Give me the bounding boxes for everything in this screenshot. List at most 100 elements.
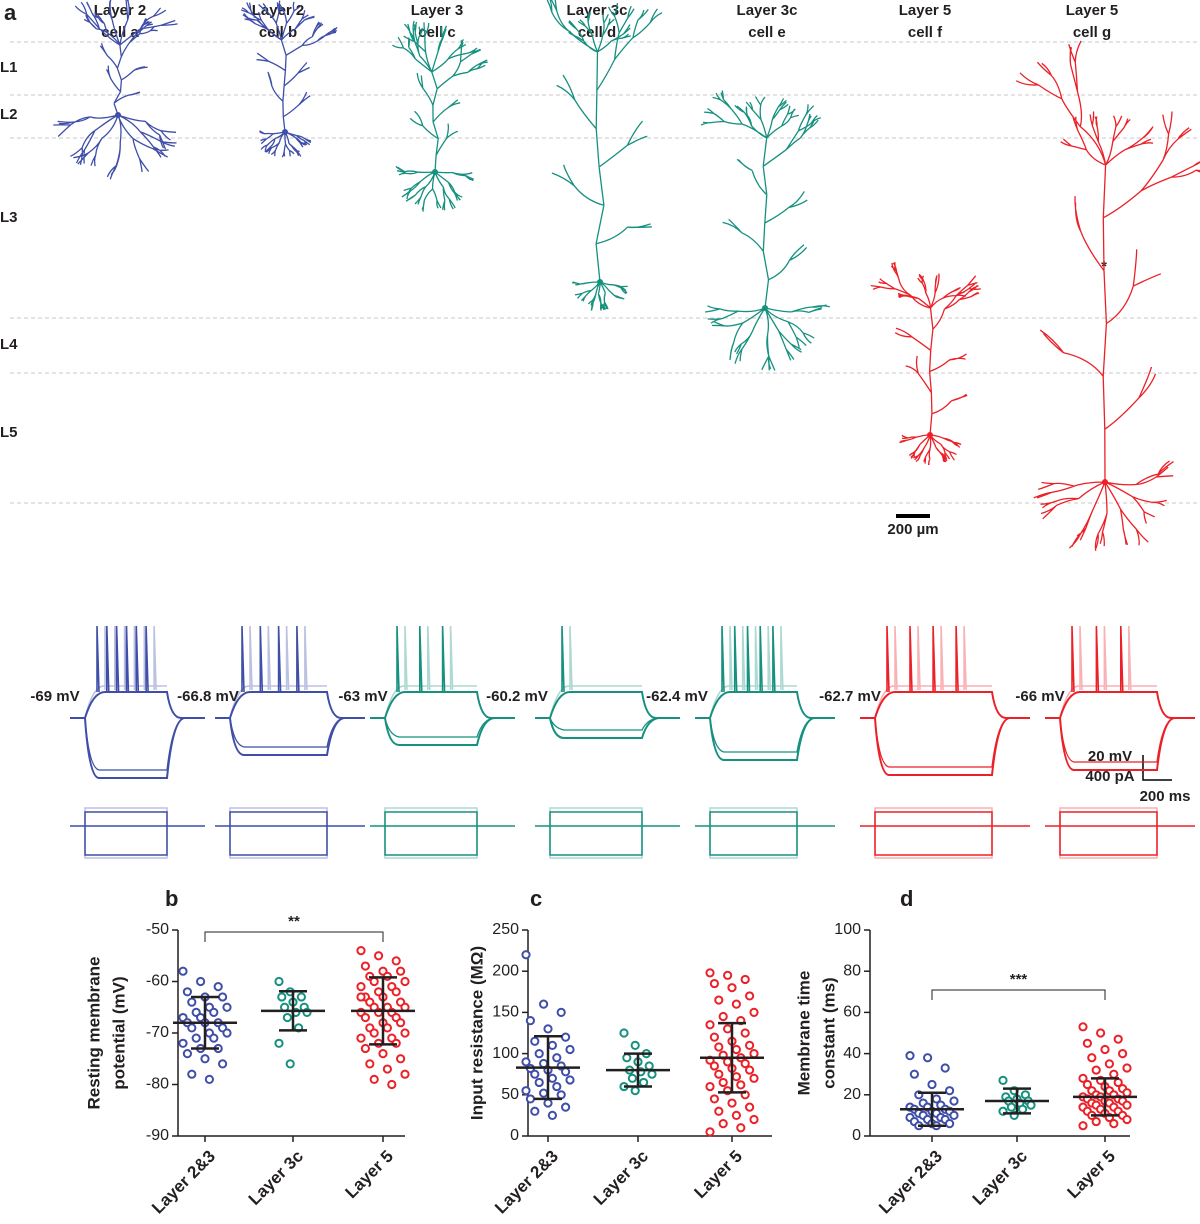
data-dot <box>209 1033 219 1043</box>
data-dot <box>945 1119 955 1129</box>
data-dot <box>745 1065 755 1075</box>
data-dot <box>282 1012 292 1023</box>
significance-label: *** <box>1010 971 1028 988</box>
data-dot <box>360 1012 370 1023</box>
data-dot <box>749 1114 759 1125</box>
data-dot <box>1104 1059 1115 1069</box>
soma <box>762 305 768 311</box>
data-dot <box>923 1053 933 1063</box>
data-dot <box>547 1110 558 1121</box>
data-dot <box>400 1069 410 1079</box>
data-dot <box>204 1074 214 1084</box>
data-dot <box>525 1016 536 1026</box>
neuron-morphology <box>241 0 338 158</box>
data-dot <box>745 991 755 1001</box>
data-dot <box>647 1069 657 1079</box>
data-dot <box>745 1102 755 1112</box>
current-step <box>874 811 993 856</box>
current-step <box>229 811 328 856</box>
data-dot <box>274 976 284 987</box>
trace-hyperpolarized <box>695 717 835 761</box>
data-dot <box>360 961 370 971</box>
data-dot <box>940 1063 950 1073</box>
current-step-light <box>549 807 643 859</box>
data-dot <box>400 1028 410 1038</box>
panel-letter: a <box>4 0 17 25</box>
current-step-light <box>229 807 328 859</box>
column-header: cell f <box>908 24 943 41</box>
x-tick-label: Layer 2&3 <box>875 1147 946 1218</box>
data-dot <box>630 1040 640 1050</box>
current-step <box>709 811 798 856</box>
data-dot <box>718 1077 728 1088</box>
trace-scale-bar <box>1142 755 1172 781</box>
data-dot <box>552 1081 562 1092</box>
resting-voltage: -62.7 mV <box>819 688 881 705</box>
data-dot <box>709 978 720 989</box>
significance-bracket <box>931 989 1106 1000</box>
trace-spikes <box>561 625 565 693</box>
current-step-light <box>84 807 168 859</box>
soma <box>597 279 603 285</box>
data-dot <box>277 992 287 1002</box>
data-dot <box>740 1028 750 1038</box>
data-dot <box>705 1081 715 1092</box>
data-dot <box>627 1073 638 1083</box>
data-dot <box>1122 1063 1132 1073</box>
trace-spikes-light <box>229 625 327 719</box>
data-dot <box>1026 1100 1036 1110</box>
data-dot <box>709 1094 720 1104</box>
trace-spikes-light <box>709 625 797 719</box>
data-dot <box>539 999 549 1009</box>
data-dot <box>382 1064 392 1074</box>
layer-label: L3 <box>0 209 18 226</box>
data-dot <box>740 974 750 985</box>
data-dot <box>369 1074 379 1084</box>
data-dot <box>1006 1102 1017 1112</box>
data-dot <box>178 966 188 976</box>
data-dot <box>530 1069 540 1079</box>
data-dot <box>547 1040 558 1050</box>
trace-hyperpolarized <box>709 717 816 753</box>
trace-depolarized <box>1045 691 1195 719</box>
data-dot <box>731 1110 742 1121</box>
y-tick-label: -60 <box>146 973 169 990</box>
trace-hyperpolarized <box>215 717 365 756</box>
data-dot <box>630 1086 640 1096</box>
neuron-morphology <box>700 90 830 371</box>
data-dot <box>1113 1034 1123 1044</box>
data-dot <box>213 982 223 992</box>
data-dot <box>378 1049 388 1059</box>
data-dot <box>561 1067 571 1077</box>
scale-time: 200 ms <box>1140 788 1191 805</box>
resting-voltage: -69 mV <box>30 688 79 705</box>
data-dot <box>391 987 401 997</box>
data-dot <box>619 1028 629 1038</box>
trace-spikes <box>721 625 776 693</box>
data-dot <box>182 1049 192 1059</box>
column-header: Layer 3c <box>567 2 628 19</box>
trace-spikes-light <box>1059 625 1157 719</box>
data-dot <box>191 1033 201 1043</box>
trace-hyperpolarized <box>549 717 661 731</box>
data-dot <box>396 966 406 976</box>
trace-hyperpolarized <box>70 717 205 779</box>
column-header: Layer 5 <box>899 2 952 19</box>
data-dot <box>945 1086 955 1096</box>
data-dot <box>387 1079 397 1090</box>
data-dot <box>749 1049 759 1059</box>
data-dot <box>365 1059 375 1069</box>
resting-voltage: -60.2 mV <box>486 688 548 705</box>
data-dot <box>218 992 228 1002</box>
current-step-light <box>709 807 798 859</box>
data-dot <box>222 1028 232 1038</box>
data-dot <box>731 1072 742 1082</box>
data-dot <box>534 1077 544 1088</box>
data-dot <box>187 1023 197 1033</box>
y-tick-label: -50 <box>146 921 169 938</box>
current-step-light <box>384 807 478 859</box>
data-dot <box>639 1077 649 1088</box>
trace-hyperpolarized <box>84 717 186 771</box>
trace-depolarized <box>370 691 515 719</box>
x-tick-label: Layer 3c <box>245 1147 307 1209</box>
